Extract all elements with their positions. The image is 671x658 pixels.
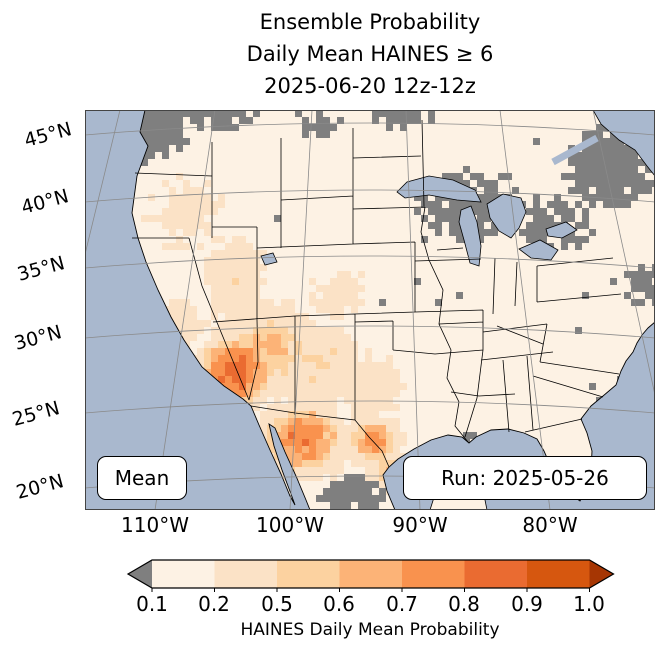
cbar-tick-0.2: 0.2: [198, 592, 230, 616]
run-annotation-label: Run: 2025-05-26: [441, 466, 609, 490]
lat-label-25n: 25°N: [10, 397, 62, 431]
cbar-tick-0.1: 0.1: [136, 592, 168, 616]
cbar-tick-0.5: 0.5: [261, 592, 293, 616]
colorbar: [126, 559, 615, 592]
great-salt-lake: [260, 252, 278, 266]
lake-superior: [396, 175, 482, 203]
gulf-of-st-lawrence: [592, 110, 655, 177]
lon-label-80w: 80°W: [522, 513, 578, 537]
cbar-tick-0.6: 0.6: [323, 592, 355, 616]
cbar-tick-1.0: 1.0: [573, 592, 605, 616]
lon-label-100w: 100°W: [256, 513, 324, 537]
colorbar-segment: [402, 560, 465, 588]
lat-label-20n: 20°N: [14, 470, 66, 504]
lat-label-30n: 30°N: [12, 321, 64, 355]
st-lawrence-river: [551, 134, 599, 166]
cbar-tick-0.8: 0.8: [448, 592, 480, 616]
lon-label-110w: 110°W: [121, 513, 189, 537]
title-line-1: Ensemble Probability: [259, 10, 481, 34]
lat-label-40n: 40°N: [19, 185, 71, 219]
colorbar-segment: [339, 560, 402, 588]
great-lakes: [260, 175, 578, 267]
cbar-tick-0.7: 0.7: [386, 592, 418, 616]
lake-michigan: [458, 205, 482, 267]
graticule: [85, 110, 655, 510]
lat-label-35n: 35°N: [15, 252, 67, 286]
colorbar-segment: [464, 560, 527, 588]
colorbar-ticks: [151, 588, 590, 592]
colorbar-segment: [214, 560, 277, 588]
colorbar-segment: [277, 560, 340, 588]
colorbar-segment: [527, 560, 590, 588]
coastline: [131, 110, 655, 510]
colorbar-label: HAINES Daily Mean Probability: [240, 620, 500, 640]
colorbar-segment: [152, 560, 215, 588]
run-annotation-box: Run: 2025-05-26: [403, 456, 647, 500]
colorbar-under-arrow: [128, 560, 152, 588]
cbar-tick-0.9: 0.9: [511, 592, 543, 616]
state-borders: [132, 119, 622, 468]
mean-annotation-label: Mean: [114, 466, 170, 490]
colorbar-over-arrow: [589, 560, 614, 588]
plot-title: Ensemble Probability Daily Mean HAINES ≥…: [85, 6, 655, 102]
lake-huron: [486, 193, 527, 239]
lat-label-45n: 45°N: [22, 118, 74, 152]
title-line-2: Daily Mean HAINES ≥ 6: [246, 42, 494, 66]
mean-annotation-box: Mean: [97, 456, 187, 500]
title-line-3: 2025-06-20 12z-12z: [264, 74, 476, 98]
lake-ontario: [545, 221, 578, 239]
lon-label-90w: 90°W: [392, 513, 448, 537]
lake-erie: [518, 239, 559, 261]
map-frame: [85, 110, 655, 510]
map-canvas: [85, 110, 655, 510]
